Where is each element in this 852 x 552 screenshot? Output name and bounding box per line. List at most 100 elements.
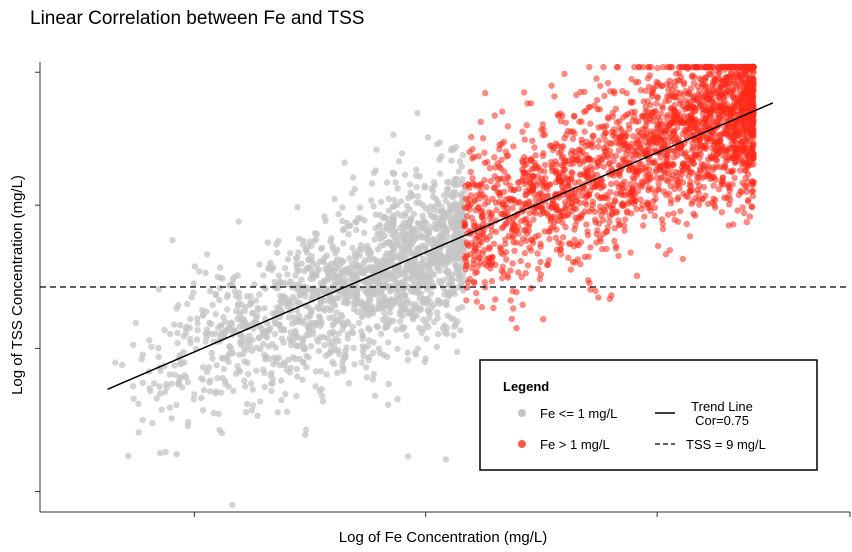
data-point: [568, 190, 576, 197]
data-point: [688, 115, 695, 123]
data-point: [391, 170, 398, 177]
data-point: [487, 177, 494, 185]
data-point: [659, 63, 667, 71]
data-point: [203, 251, 211, 258]
series-fe-high-points: [461, 63, 757, 332]
data-point: [657, 154, 664, 161]
data-point: [646, 158, 653, 166]
data-point: [339, 226, 347, 234]
data-point: [475, 182, 482, 189]
data-point: [606, 189, 614, 196]
data-point: [315, 305, 322, 312]
data-point: [615, 162, 622, 170]
data-point: [323, 371, 330, 378]
data-point: [587, 120, 594, 127]
data-point: [457, 214, 464, 222]
data-point: [231, 273, 238, 281]
data-point: [696, 75, 703, 82]
data-point: [402, 209, 409, 217]
data-point: [540, 316, 547, 323]
data-point: [583, 201, 590, 208]
data-point: [441, 254, 448, 261]
data-point: [670, 210, 677, 217]
data-point: [667, 63, 675, 71]
data-point: [336, 351, 343, 358]
data-point: [691, 212, 699, 219]
data-point: [694, 186, 701, 194]
data-point: [638, 183, 646, 190]
data-point: [323, 285, 330, 292]
data-point: [621, 222, 628, 229]
data-point: [421, 358, 428, 365]
data-point: [602, 152, 610, 159]
data-point: [404, 356, 412, 364]
data-point: [206, 388, 214, 395]
data-point: [344, 335, 351, 342]
data-point: [340, 364, 347, 372]
data-point: [212, 291, 220, 299]
data-point: [447, 219, 455, 226]
data-point: [593, 171, 601, 178]
data-point: [365, 357, 372, 364]
data-point: [329, 338, 336, 345]
data-point: [292, 355, 299, 363]
data-point: [252, 297, 260, 304]
data-point: [658, 216, 666, 223]
data-point: [621, 227, 628, 234]
data-point: [585, 192, 592, 199]
data-point: [665, 97, 672, 104]
data-point: [674, 152, 681, 159]
data-point: [527, 285, 534, 292]
data-point: [350, 344, 357, 351]
data-point: [643, 117, 650, 124]
data-point: [365, 306, 372, 313]
data-point: [329, 322, 336, 329]
data-point: [295, 235, 303, 242]
data-point: [559, 234, 567, 241]
data-point: [663, 162, 670, 169]
data-point: [392, 179, 399, 186]
data-point: [173, 450, 180, 458]
data-point: [600, 63, 607, 71]
data-point: [298, 260, 305, 267]
data-point: [334, 369, 341, 376]
data-point: [679, 103, 686, 110]
data-point: [171, 371, 178, 378]
data-point: [504, 274, 512, 281]
data-point: [442, 268, 449, 275]
data-point: [595, 294, 602, 301]
data-point: [629, 147, 636, 154]
data-point: [592, 287, 599, 295]
data-point: [184, 422, 191, 430]
data-point: [500, 269, 507, 276]
data-point: [710, 182, 717, 189]
data-point: [156, 383, 163, 390]
data-point: [426, 208, 433, 215]
data-point: [188, 294, 195, 301]
data-point: [662, 251, 670, 258]
data-point: [613, 190, 620, 197]
data-point: [413, 166, 420, 173]
data-point: [491, 112, 498, 119]
data-point: [621, 178, 628, 185]
data-point: [635, 127, 642, 134]
data-point: [595, 143, 602, 150]
data-point: [717, 91, 725, 98]
data-point: [640, 98, 647, 105]
data-point: [671, 216, 678, 224]
data-point: [597, 185, 604, 192]
data-point: [319, 398, 327, 405]
data-point: [622, 155, 630, 163]
data-point: [380, 241, 387, 249]
data-point: [199, 364, 207, 371]
data-point: [272, 344, 279, 351]
data-point: [166, 371, 173, 378]
data-point: [539, 131, 547, 139]
data-point: [677, 175, 684, 182]
data-point: [242, 383, 249, 390]
data-point: [345, 231, 352, 238]
data-point: [151, 380, 158, 387]
data-point: [317, 368, 325, 375]
data-point: [350, 306, 358, 313]
data-point: [294, 254, 301, 261]
